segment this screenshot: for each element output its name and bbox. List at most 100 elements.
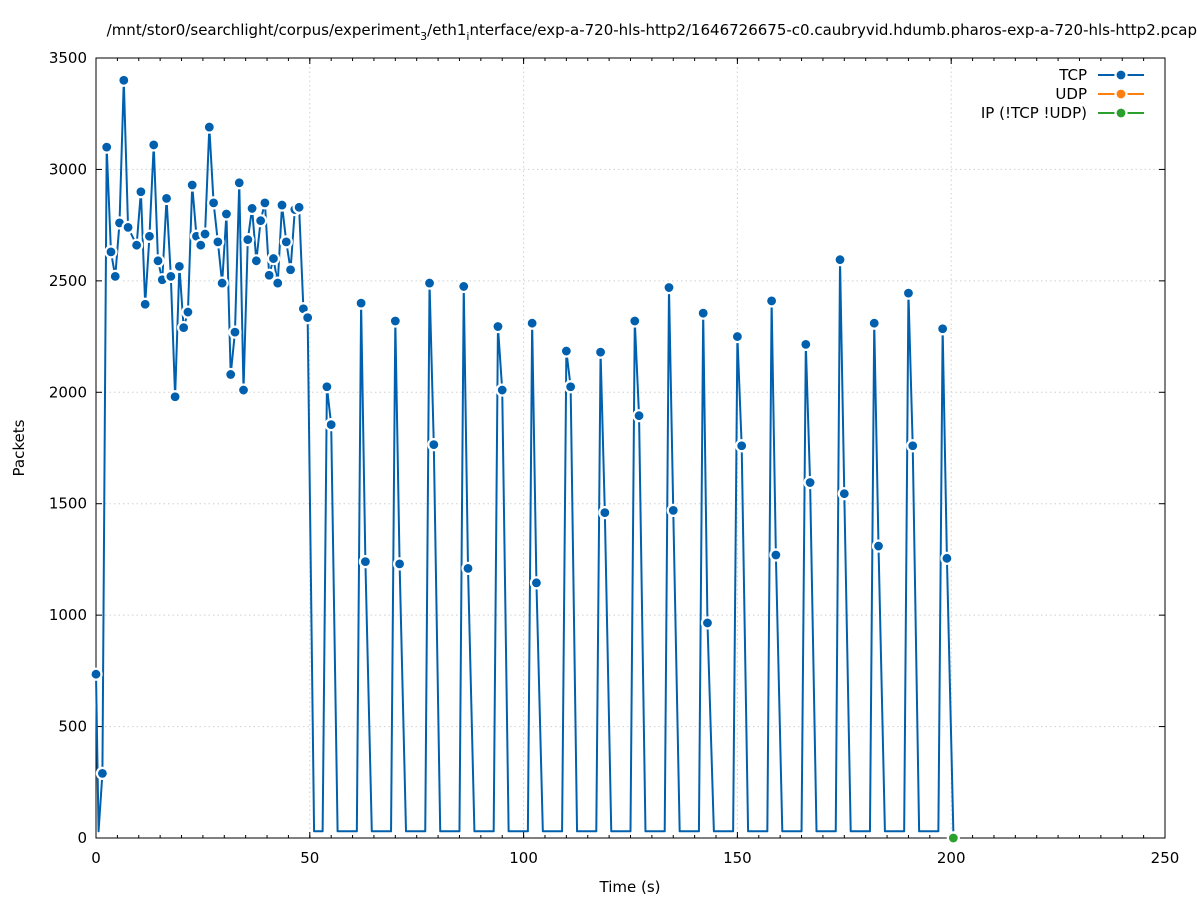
data-point <box>529 576 544 590</box>
x-tick-label: 0 <box>91 849 101 867</box>
data-point <box>206 196 221 210</box>
data-point <box>262 268 276 282</box>
data-point <box>559 344 573 358</box>
data-point <box>388 314 402 328</box>
series-line <box>95 79 955 833</box>
data-point <box>598 506 612 520</box>
data-point <box>219 207 234 221</box>
data-point <box>769 548 783 562</box>
data-point <box>104 245 118 259</box>
y-tick-label: 1500 <box>49 495 87 513</box>
data-point <box>833 253 847 267</box>
data-point <box>168 390 182 404</box>
data-point <box>224 367 238 382</box>
data-point <box>799 337 813 351</box>
data-point <box>130 238 144 252</box>
data-point <box>628 314 642 328</box>
data-point <box>245 201 259 216</box>
chart-title: /mnt/stor0/searchlight/corpus/experiment… <box>107 21 1197 43</box>
chart-title-subscript-2: i <box>466 30 469 43</box>
data-point <box>138 297 152 311</box>
y-tick-label: 2500 <box>49 272 87 290</box>
data-point <box>946 831 960 845</box>
data-point <box>700 616 715 630</box>
data-point <box>159 191 174 205</box>
data-point <box>164 269 178 283</box>
data-point <box>134 185 148 199</box>
data-point <box>564 380 578 394</box>
data-point <box>662 280 676 295</box>
data-point <box>275 198 289 212</box>
data-point <box>837 487 851 501</box>
y-tick-label: 0 <box>77 829 87 847</box>
data-point <box>324 418 338 432</box>
data-point <box>228 325 242 339</box>
data-point <box>147 138 161 152</box>
data-point <box>491 319 505 334</box>
data-point <box>358 555 372 569</box>
data-point <box>172 259 186 273</box>
data-point <box>142 229 157 243</box>
x-axis-label: Time (s) <box>599 878 661 896</box>
data-point <box>906 439 920 453</box>
data-point <box>249 254 263 268</box>
y-tick-label: 2000 <box>49 383 87 401</box>
data-point <box>121 220 135 234</box>
data-point <box>241 233 255 247</box>
y-axis-label: Packets <box>10 419 28 476</box>
data-point <box>320 380 334 394</box>
data-point <box>936 322 950 336</box>
series-0 <box>89 73 955 833</box>
data-point <box>525 316 539 330</box>
series-2 <box>946 831 960 845</box>
data-point <box>177 321 191 335</box>
x-tick-label: 200 <box>937 849 966 867</box>
data-point <box>95 766 110 780</box>
y-tick-label: 3500 <box>49 49 87 67</box>
data-point <box>117 73 131 87</box>
data-point <box>236 383 251 397</box>
x-tick-label: 50 <box>300 849 319 867</box>
data-point <box>803 475 817 490</box>
data-point <box>151 254 165 268</box>
legend-marker <box>1114 106 1128 120</box>
x-tick-label: 150 <box>723 849 752 867</box>
data-point <box>185 178 199 192</box>
data-point <box>279 235 293 249</box>
legend-marker <box>1114 68 1128 82</box>
chart-title-subscript-1: 3 <box>420 30 427 43</box>
y-tick-label: 3000 <box>49 160 87 178</box>
legend-marker <box>1114 87 1128 101</box>
data-point <box>427 438 441 452</box>
data-point <box>495 383 509 397</box>
data-point <box>940 551 954 565</box>
legend-label: UDP <box>1055 85 1087 103</box>
data-point <box>457 279 471 294</box>
data-point <box>198 227 212 241</box>
data-point <box>89 667 103 681</box>
data-point <box>254 214 268 228</box>
data-point <box>871 539 886 553</box>
data-point <box>867 316 881 330</box>
data-point <box>461 561 475 575</box>
data-point <box>232 176 246 190</box>
data-point <box>735 439 749 453</box>
data-point <box>765 294 779 308</box>
y-tick-label: 500 <box>58 718 87 736</box>
data-point <box>392 557 407 571</box>
data-point <box>181 305 195 319</box>
data-point <box>202 120 216 134</box>
data-point <box>901 286 916 300</box>
data-point <box>215 276 229 290</box>
data-point <box>108 269 122 283</box>
y-tick-label: 1000 <box>49 606 87 624</box>
legend-label: TCP <box>1058 66 1087 84</box>
data-point <box>632 409 646 423</box>
x-tick-label: 250 <box>1151 849 1180 867</box>
data-point <box>258 196 272 210</box>
data-point <box>696 306 710 320</box>
data-point <box>354 296 368 310</box>
x-tick-label: 100 <box>509 849 538 867</box>
axis-ticks: 0 500 1000 1500 2000 2500 3000 3500 0 50 100 150 200… <box>49 49 1180 867</box>
